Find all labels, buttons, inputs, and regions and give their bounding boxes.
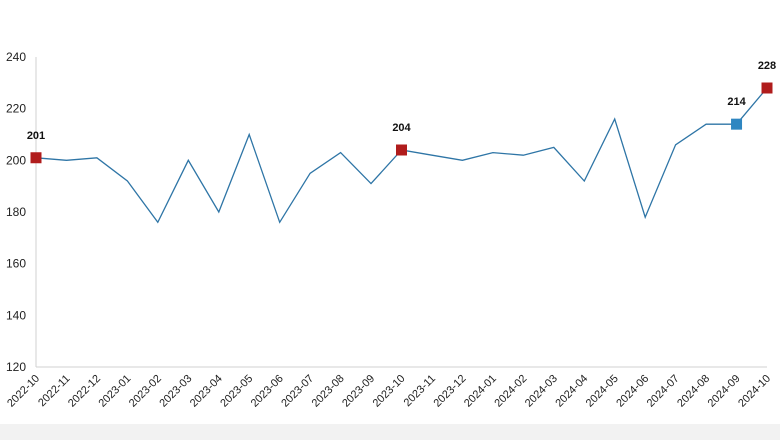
y-tick-label: 120	[6, 360, 26, 374]
x-tick-label: 2024-05	[584, 373, 621, 410]
highlight-markers: 201 204 214 228	[27, 60, 776, 164]
y-axis: 120 140 160 180 200 220 240	[6, 50, 37, 374]
x-tick-label: 2023-06	[249, 373, 286, 410]
highlight-marker	[30, 152, 42, 164]
data-label: 204	[392, 122, 411, 134]
y-tick-label: 180	[6, 205, 26, 219]
x-tick-label: 2023-10	[371, 373, 408, 410]
bottom-band	[0, 424, 780, 440]
x-tick-label: 2024-10	[736, 373, 773, 410]
y-tick-label: 140	[6, 308, 26, 322]
x-tick-label: 2023-03	[157, 373, 194, 410]
y-tick-label: 220	[6, 102, 26, 116]
x-tick-label: 2024-04	[553, 373, 590, 410]
y-tick-label: 200	[6, 153, 26, 167]
x-tick-label: 2022-10	[5, 373, 42, 410]
x-tick-label: 2023-04	[188, 373, 225, 410]
x-tick-label: 2024-06	[614, 373, 651, 410]
x-tick-label: 2024-01	[462, 373, 499, 410]
x-tick-label: 2023-02	[127, 373, 164, 410]
y-tick-label: 160	[6, 257, 26, 271]
x-tick-label: 2023-08	[310, 373, 347, 410]
x-tick-label: 2024-02	[492, 373, 529, 410]
highlight-marker	[396, 144, 407, 156]
x-tick-label: 2022-12	[66, 373, 103, 410]
x-tick-label: 2023-12	[432, 373, 469, 410]
data-label: 228	[758, 60, 776, 72]
x-axis: 2022-102022-112022-122023-012023-022023-…	[5, 366, 773, 410]
x-tick-label: 2023-05	[218, 373, 255, 410]
x-tick-label: 2023-07	[279, 373, 316, 410]
highlight-marker	[761, 82, 773, 94]
data-label: 214	[727, 96, 746, 108]
x-tick-label: 2023-09	[340, 373, 377, 410]
data-label: 201	[27, 130, 45, 142]
x-tick-label: 2024-08	[675, 373, 712, 410]
highlight-marker	[731, 118, 743, 130]
y-tick-label: 240	[6, 50, 26, 64]
x-tick-label: 2024-03	[523, 373, 560, 410]
x-tick-label: 2024-07	[645, 373, 682, 410]
x-tick-label: 2023-01	[96, 373, 133, 410]
x-tick-label: 2024-09	[706, 373, 743, 410]
